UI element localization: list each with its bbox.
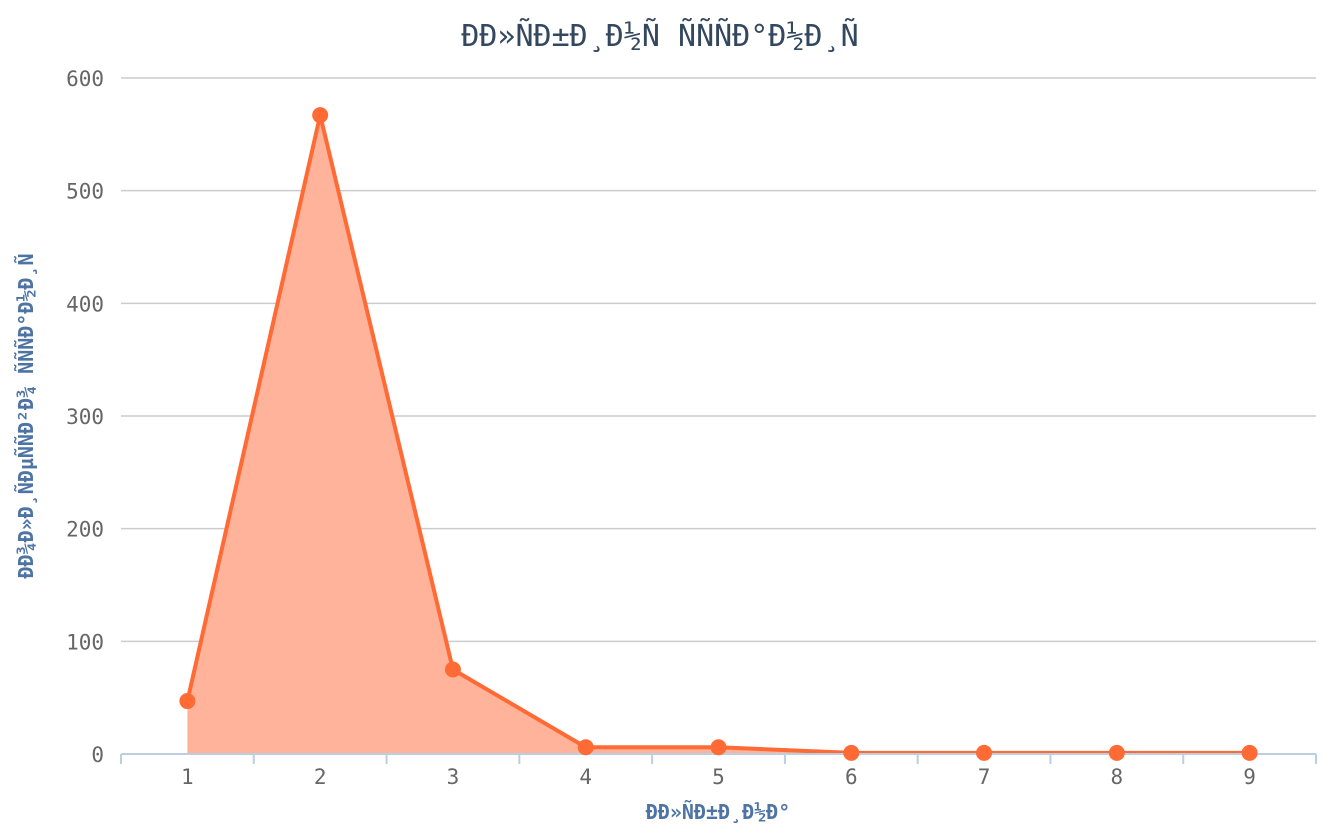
y-tick-label-0: 0 <box>91 743 104 767</box>
y-tick-label-300: 300 <box>66 405 104 429</box>
data-point-8 <box>1108 744 1125 761</box>
x-tick-label-2: 2 <box>314 765 327 789</box>
data-point-1 <box>179 693 196 710</box>
y-tick-label-600: 600 <box>66 67 104 91</box>
y-axis-tick-labels: 0 100 200 300 400 500 600 <box>66 67 104 767</box>
chart-title: ÐÐ»ÑÐ±Ð¸Ð½Ñ ÑÑÑÐ°Ð½Ð¸Ñ <box>461 18 858 54</box>
x-tick-label-4: 4 <box>579 765 592 789</box>
y-axis-title: ÐÐ¾Ð»Ð¸ÑÐµÑÑÐ²Ð¾ ÑÑÑÐ°Ð½Ð¸Ñ <box>14 253 38 578</box>
data-point-2 <box>312 107 329 124</box>
x-tick-label-9: 9 <box>1243 765 1256 789</box>
y-tick-label-100: 100 <box>66 630 104 654</box>
data-point-6 <box>843 744 860 761</box>
x-tick-label-3: 3 <box>447 765 460 789</box>
x-tick-label-1: 1 <box>181 765 194 789</box>
x-tick-label-8: 8 <box>1111 765 1124 789</box>
x-tick-label-5: 5 <box>712 765 725 789</box>
y-tick-label-200: 200 <box>66 518 104 542</box>
x-tick-label-6: 6 <box>845 765 858 789</box>
y-tick-label-400: 400 <box>66 292 104 316</box>
x-axis <box>120 753 1317 764</box>
y-tick-label-500: 500 <box>66 180 104 204</box>
data-markers <box>179 107 1258 761</box>
area-series <box>185 113 1250 755</box>
data-point-7 <box>976 744 993 761</box>
data-point-3 <box>444 661 461 678</box>
x-axis-title: ÐÐ»ÑÐ±Ð¸Ð½Ð° <box>646 800 791 824</box>
x-tick-label-7: 7 <box>978 765 991 789</box>
data-point-4 <box>577 739 594 756</box>
x-axis-tick-labels: 1 2 3 4 5 6 7 8 9 <box>181 765 1256 789</box>
data-point-9 <box>1241 744 1258 761</box>
series-area-fill <box>187 115 1250 755</box>
data-point-5 <box>710 739 727 756</box>
